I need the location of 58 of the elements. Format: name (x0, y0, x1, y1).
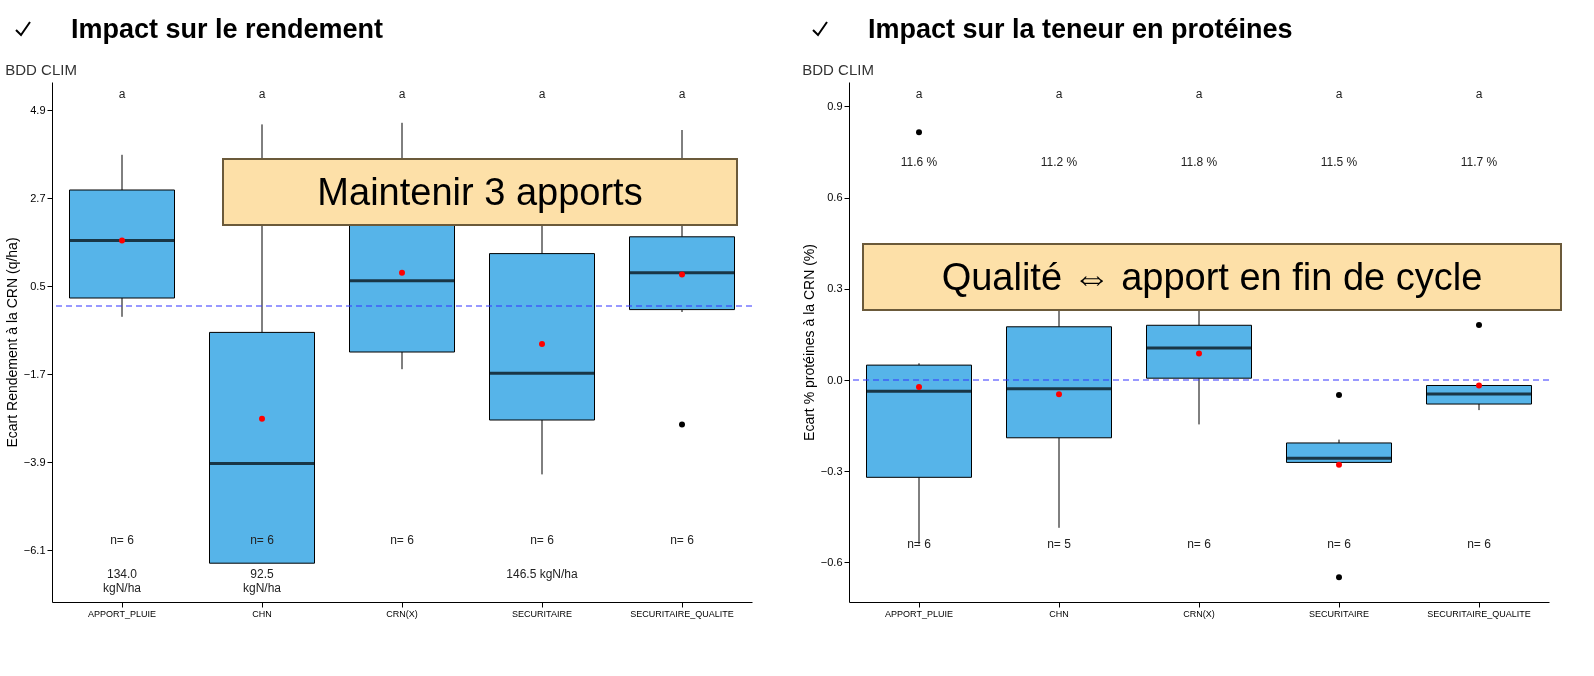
annotation: 92.5 kgN/ha (242, 567, 282, 595)
chart-title: Impact sur le rendement (71, 13, 384, 45)
y-tick-label: −6.1 (23, 543, 46, 556)
y-tick-label: 4.9 (30, 103, 46, 116)
annotation: a (538, 87, 546, 101)
annotation: a (915, 87, 923, 101)
annotation: 11.7 % (1460, 155, 1498, 169)
x-tick-label: CRN(X) (386, 608, 418, 619)
annotation: Qualité ⇔ apport en fin de cycle (941, 255, 1483, 299)
chart-title: Impact sur la teneur en protéines (868, 13, 1293, 45)
annotation: n= 6 (1467, 537, 1492, 551)
chart-subtitle: BDD CLIM (802, 61, 874, 78)
annotation: n= 6 (530, 533, 555, 547)
annotation: 11.5 % (1320, 155, 1358, 169)
x-tick-label: CHN (252, 608, 272, 619)
y-axis-title: Ecart Rendement à la CRN (q/ha) (3, 237, 20, 448)
y-tick-label: −0.3 (820, 464, 843, 477)
x-tick-label: CHN (1049, 608, 1069, 619)
x-tick-label: SECURITAIRE_QUALITE (1427, 608, 1531, 619)
annotation: n= 6 (1187, 537, 1212, 551)
annotation: a (1335, 87, 1343, 101)
annotation: a (258, 87, 266, 101)
x-tick-label: SECURITAIRE (512, 608, 572, 619)
y-tick-label: −0.6 (820, 555, 843, 568)
annotation: 11.2 % (1040, 155, 1078, 169)
y-tick-label: 0.5 (30, 279, 46, 292)
annotation: a (1195, 87, 1203, 101)
y-tick-label: −1.7 (23, 367, 46, 380)
annotation: a (118, 87, 126, 101)
y-tick-label: 0.0 (827, 373, 843, 386)
x-tick-label: APPORT_PLUIE (885, 608, 953, 619)
annotation: n= 6 (670, 533, 695, 547)
annotation: n= 6 (110, 533, 135, 547)
y-tick-label: 2.7 (30, 191, 46, 204)
annotation: n= 6 (390, 533, 415, 547)
annotation: 11.8 % (1180, 155, 1218, 169)
x-tick-label: CRN(X) (1183, 608, 1215, 619)
x-tick-label: SECURITAIRE (1309, 608, 1369, 619)
y-tick-label: 0.3 (827, 282, 843, 295)
annotation: n= 6 (250, 533, 275, 547)
annotation: 146.5 kgN/ha (506, 567, 579, 581)
annotation: 11.6 % (900, 155, 938, 169)
annotation: a (398, 87, 406, 101)
annotation: a (1475, 87, 1483, 101)
annotation: n= 5 (1047, 537, 1072, 551)
y-tick-label: 0.9 (827, 99, 843, 112)
annotation: a (1055, 87, 1063, 101)
annotation: n= 6 (907, 537, 932, 551)
annotation: Maintenir 3 apports (317, 170, 643, 214)
annotation: a (678, 87, 686, 101)
x-tick-label: APPORT_PLUIE (88, 608, 156, 619)
chart-subtitle: BDD CLIM (5, 61, 77, 78)
annotation: n= 6 (1327, 537, 1352, 551)
x-tick-label: SECURITAIRE_QUALITE (630, 608, 734, 619)
annotation: 134.0 kgN/ha (102, 567, 142, 595)
y-axis-title: Ecart % protéines à la CRN (%) (800, 244, 817, 441)
y-tick-label: −3.9 (23, 455, 46, 468)
y-tick-label: 0.6 (827, 191, 843, 204)
